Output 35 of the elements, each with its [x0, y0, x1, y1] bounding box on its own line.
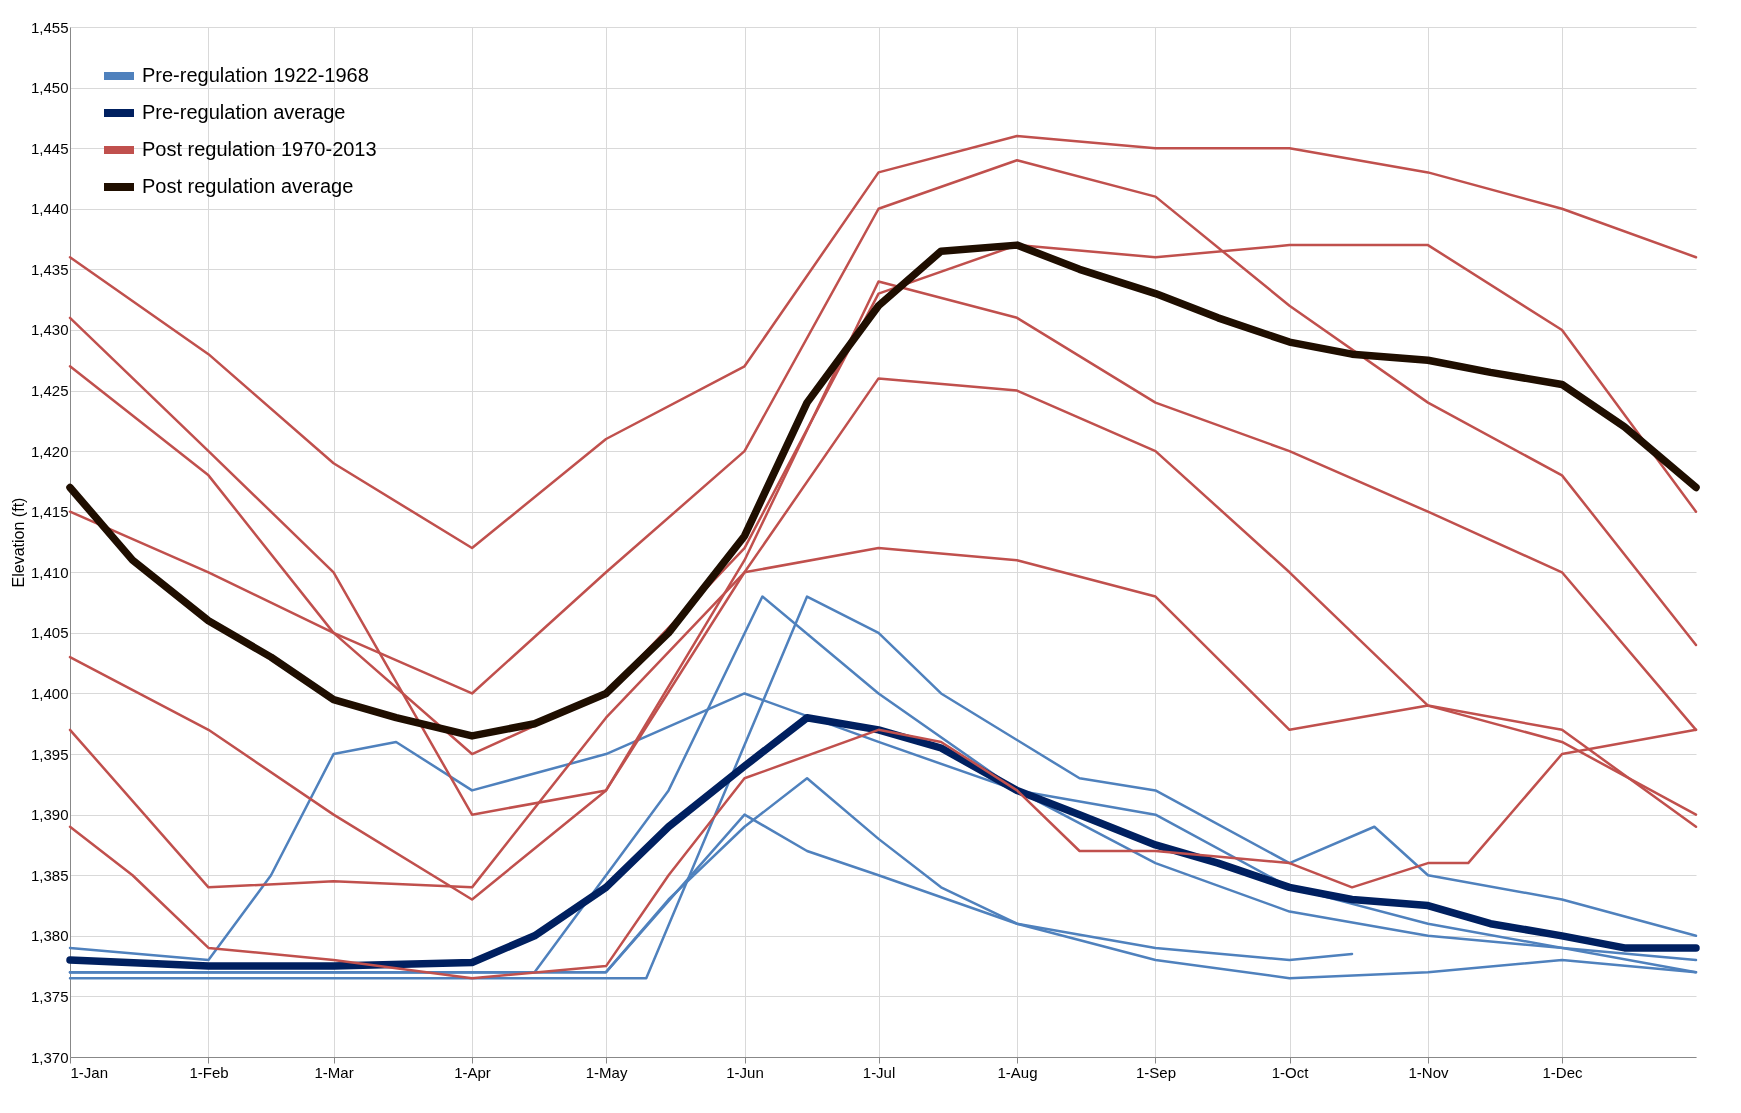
y-tick-label: 1,390 — [30, 806, 69, 824]
x-tick-label: 1-Jun — [726, 1063, 764, 1081]
y-tick-label: 1,370 — [30, 1048, 69, 1066]
x-tick-label: 1-Mar — [314, 1063, 354, 1081]
y-tick-label: 1,455 — [30, 18, 69, 36]
y-tick-label: 1,415 — [30, 503, 69, 521]
y-tick-label: 1,380 — [30, 927, 69, 945]
x-tick-label: 1-May — [585, 1063, 628, 1081]
y-tick-label: 1,405 — [30, 624, 69, 642]
y-axis-title: Elevation (ft) — [9, 497, 27, 588]
y-tick-label: 1,440 — [30, 200, 69, 218]
y-tick-label: 1,430 — [30, 321, 69, 339]
y-tick-label: 1,395 — [30, 745, 69, 763]
legend-label: Pre-regulation 1922-1968 — [142, 64, 369, 86]
y-tick-label: 1,410 — [30, 563, 69, 581]
legend-label: Pre-regulation average — [142, 101, 346, 123]
legend-label: Post regulation average — [142, 175, 354, 197]
x-tick-label: 1-Nov — [1408, 1063, 1449, 1081]
y-tick-label: 1,445 — [30, 139, 69, 157]
y-tick-label: 1,435 — [30, 260, 69, 278]
y-tick-label: 1,420 — [30, 442, 69, 460]
y-tick-label: 1,425 — [30, 382, 69, 400]
y-tick-label: 1,450 — [30, 79, 69, 97]
x-tick-label: 1-Apr — [454, 1063, 491, 1081]
x-tick-label: 1-Dec — [1542, 1063, 1583, 1081]
y-tick-label: 1,375 — [30, 987, 69, 1005]
y-tick-label: 1,385 — [30, 866, 69, 884]
x-tick-label: 1-Jan — [70, 1063, 109, 1081]
x-tick-label: 1-Feb — [189, 1063, 229, 1081]
y-tick-label: 1,400 — [30, 684, 69, 702]
x-tick-label: 1-Sep — [1135, 1063, 1176, 1081]
x-tick-label: 1-Aug — [997, 1063, 1038, 1081]
x-tick-label: 1-Oct — [1271, 1063, 1310, 1081]
x-tick-label: 1-Jul — [862, 1063, 896, 1081]
legend-label: Post regulation 1970-2013 — [142, 138, 377, 160]
